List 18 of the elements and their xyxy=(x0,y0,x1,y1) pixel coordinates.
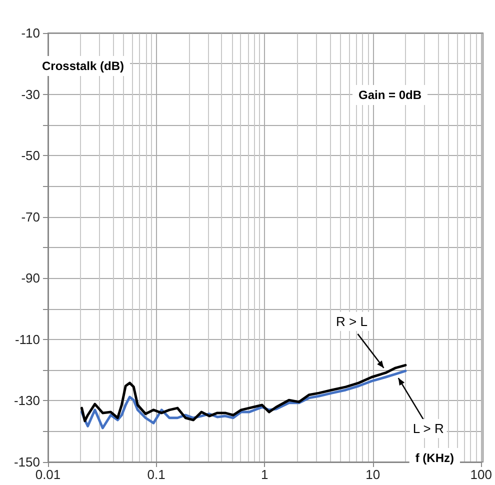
x-tick-label: 0.1 xyxy=(147,467,166,482)
x-tick-label: 1 xyxy=(260,467,268,482)
y-axis-title: Crosstalk (dB) xyxy=(42,59,124,73)
x-axis-title: f (KHz) xyxy=(415,451,454,465)
x-tick-label: 100 xyxy=(470,467,492,482)
y-tick-label: -10 xyxy=(21,26,40,40)
x-tick-label: 10 xyxy=(366,467,380,482)
y-tick-label: -130 xyxy=(14,393,40,408)
y-tick-label: -110 xyxy=(14,332,40,347)
annotation: Gain = 0dB xyxy=(358,88,422,102)
y-tick-label: -50 xyxy=(21,148,40,164)
annotation: L > R xyxy=(412,421,444,436)
y-tick-label: -30 xyxy=(21,86,40,102)
annotation: R > L xyxy=(336,314,368,329)
y-tick-label: -150 xyxy=(14,454,40,470)
y-tick-label: -70 xyxy=(21,209,40,224)
x-tick-label: 0.01 xyxy=(35,467,61,482)
y-tick-label: -90 xyxy=(21,270,40,286)
